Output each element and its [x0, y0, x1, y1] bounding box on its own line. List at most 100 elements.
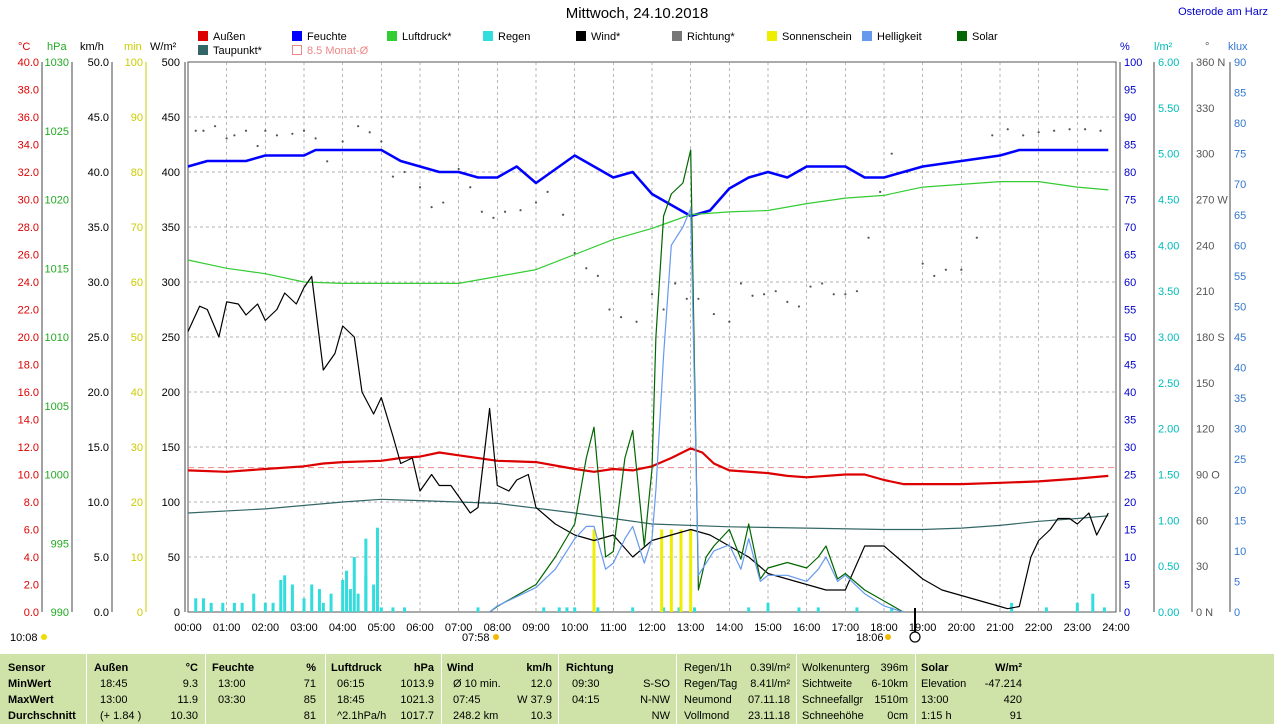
- table-value: 10.3: [530, 710, 552, 722]
- wind-direction-point: [457, 167, 460, 171]
- axis-tick-label: 1010: [45, 332, 69, 344]
- axis-tick-label: 350: [162, 222, 180, 234]
- table-value: 12.0: [530, 678, 552, 690]
- rain-bar: [348, 589, 352, 612]
- table-cell: 03:30: [218, 694, 246, 706]
- rain-bar: [677, 607, 681, 612]
- wind-direction-point: [685, 297, 688, 300]
- rain-bar: [341, 579, 345, 612]
- axis-tick-label: 5.00: [1158, 149, 1179, 161]
- table-value: 81: [303, 710, 316, 722]
- wind-direction-point: [202, 129, 205, 132]
- rain-bar: [372, 584, 376, 612]
- x-tick-label: 06:00: [406, 622, 434, 634]
- axis-tick-label: 55: [1234, 271, 1246, 283]
- wind-direction-point: [832, 293, 835, 296]
- axis-tick-label: 70: [1234, 179, 1246, 191]
- legend-label: Taupunkt*: [213, 45, 262, 57]
- rain-bar: [1102, 607, 1106, 612]
- x-tick-label: 02:00: [252, 622, 280, 634]
- axis-tick-label: 8.0: [24, 497, 39, 509]
- wind-direction-point: [1022, 134, 1025, 137]
- x-tick-label: 16:00: [793, 622, 821, 634]
- table-value: 1021.3: [400, 694, 434, 706]
- axis-unit-label: °C: [18, 41, 30, 53]
- wind-direction-point: [786, 300, 789, 303]
- wind-direction-point: [855, 290, 859, 293]
- rain-bar: [565, 607, 569, 612]
- axis-tick-label: 20: [131, 497, 143, 509]
- axis-tick-label: 50: [168, 552, 180, 564]
- table-cell: 1:15 h: [921, 710, 952, 722]
- table-separator: [915, 654, 916, 724]
- row-label: MaxWert: [8, 694, 54, 706]
- axis-tick-label: 3.00: [1158, 332, 1179, 344]
- series-line-feuchte: [187, 148, 1109, 218]
- legend-item: Helligkeit: [862, 31, 922, 43]
- axis-tick-label: 100: [1124, 57, 1142, 69]
- axis-tick-label: 100: [125, 57, 143, 69]
- axis-tick-label: 65: [1124, 250, 1136, 262]
- x-tick-label: 17:00: [832, 622, 860, 634]
- axis-tick-label: 330: [1196, 103, 1214, 115]
- legend-label: 8.5 Monat-Ø: [307, 45, 369, 57]
- axis-unit-label: klux: [1228, 41, 1248, 53]
- axis-tick-label: 150: [1196, 378, 1214, 390]
- series-line-helligkeit: [489, 208, 904, 613]
- table-cell: 18:45: [100, 678, 128, 690]
- legend-swatch: [483, 31, 493, 41]
- axis-tick-label: 35.0: [88, 222, 109, 234]
- legend-swatch: [672, 31, 682, 41]
- rain-bar: [232, 602, 236, 612]
- location-link[interactable]: Osterode am Harz: [1178, 6, 1268, 18]
- wind-direction-point: [534, 201, 538, 204]
- axis-tick-label: 45: [1124, 360, 1136, 372]
- axis-unit-label: km/h: [80, 41, 104, 53]
- table-separator: [205, 654, 206, 724]
- wind-direction-point: [650, 293, 654, 296]
- axis-tick-label: 1.50: [1158, 470, 1179, 482]
- axis-tick-label: 450: [162, 112, 180, 124]
- axis-tick-label: 85: [1124, 140, 1136, 152]
- legend-swatch: [292, 31, 302, 41]
- wind-direction-point: [879, 190, 882, 193]
- axis-tick-label: 0: [174, 607, 180, 619]
- series-line-wind: [187, 275, 1109, 610]
- wind-direction-point: [585, 267, 588, 270]
- legend-swatch: [862, 31, 872, 41]
- sunshine-bar: [689, 529, 693, 612]
- table-separator: [558, 654, 559, 724]
- wind-direction-point: [403, 170, 406, 174]
- rain-bar: [542, 607, 546, 612]
- axis-tick-label: 3.50: [1158, 286, 1179, 298]
- axis-tick-label: 270 W: [1196, 195, 1228, 207]
- axis-unit-label: l/m²: [1154, 41, 1173, 53]
- stats-table: Sensor MinWert MaxWert Durchschnitt Außen °C 1…: [0, 654, 1274, 724]
- axis-tick-label: 0: [137, 607, 143, 619]
- wind-direction-point: [194, 129, 197, 132]
- rain-bar: [855, 607, 859, 612]
- legend-item: Richtung*: [672, 31, 735, 43]
- sunrise-label: 07:58: [462, 632, 490, 644]
- rain-bar: [201, 598, 205, 612]
- wind-direction-point: [469, 186, 472, 189]
- wind-direction-point: [1099, 129, 1102, 132]
- axis-tick-label: 1025: [45, 126, 69, 138]
- x-tick-label: 21:00: [986, 622, 1014, 634]
- wind-direction-point: [391, 175, 395, 178]
- axis-tick-label: 5.50: [1158, 103, 1179, 115]
- axis-tick-label: 995: [51, 538, 69, 550]
- axis-tick-label: 5.0: [94, 552, 109, 564]
- axis-tick-label: 30: [1124, 442, 1136, 454]
- axis-tick-label: 30: [1196, 561, 1208, 573]
- axis-tick-label: 16.0: [18, 387, 39, 399]
- legend-label: Richtung*: [687, 31, 735, 43]
- axis-unit-label: W/m²: [150, 41, 177, 53]
- table-value: 23.11.18: [747, 710, 790, 722]
- rain-bar: [1091, 593, 1095, 612]
- axis-tick-label: 150: [162, 442, 180, 454]
- wind-direction-point: [1037, 131, 1040, 134]
- table-value: 8.41l/m²: [750, 678, 790, 690]
- axis-tick-label: 1030: [45, 57, 69, 69]
- x-tick-label: 01:00: [213, 622, 241, 634]
